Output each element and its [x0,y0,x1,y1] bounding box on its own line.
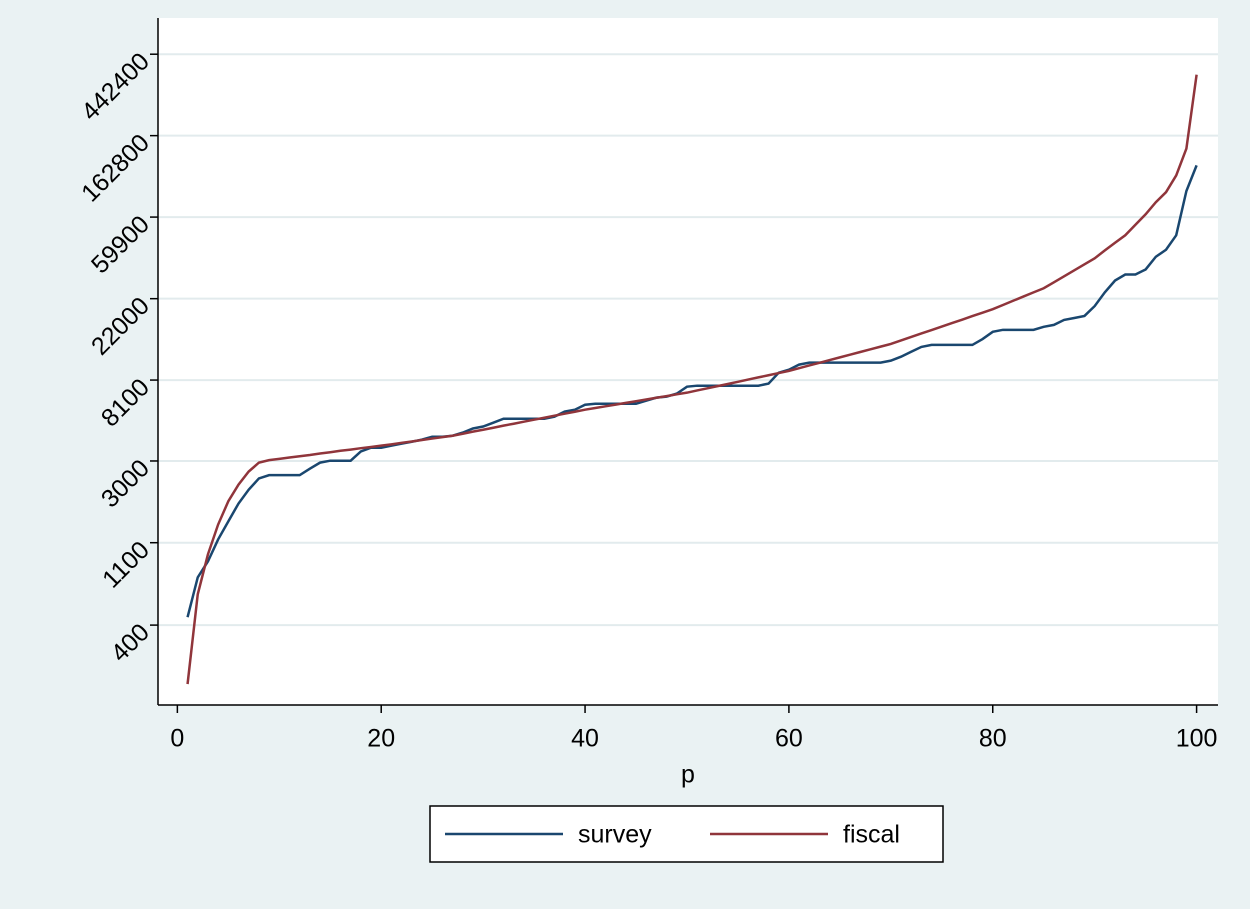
plot-region [158,18,1218,705]
x-tick-label: 100 [1176,725,1218,753]
x-tick-label: 40 [571,725,599,753]
x-tick-label: 60 [775,725,803,753]
x-tick-label: 20 [367,725,395,753]
x-axis-label: p [681,761,695,789]
x-tick-label: 80 [979,725,1007,753]
x-tick-label: 0 [170,725,184,753]
legend-label: fiscal [843,821,900,849]
series-line [186,74,1198,685]
series-line [186,164,1198,618]
legend-label: survey [578,821,652,849]
